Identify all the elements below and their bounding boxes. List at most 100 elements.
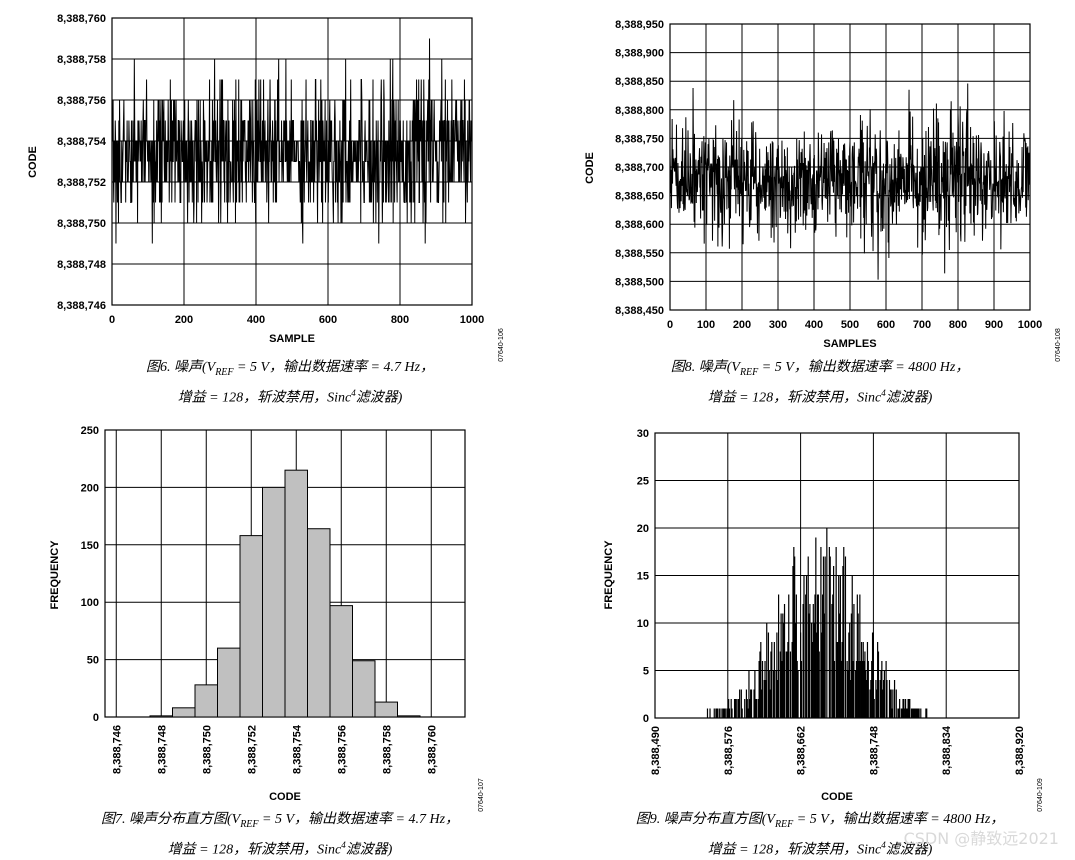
y-tick-label: 8,388,850 <box>615 76 664 88</box>
x-tick-label: 8,388,752 <box>246 725 258 774</box>
y-tick-label: 8,388,450 <box>615 305 664 317</box>
y-tick-label: 0 <box>643 713 649 725</box>
x-tick-label: 8,388,754 <box>291 724 303 774</box>
x-tick-label: 900 <box>985 319 1003 331</box>
y-tick-label: 8,388,756 <box>57 95 106 107</box>
x-tick-label: 8,388,760 <box>426 725 438 774</box>
x-tick-label: 200 <box>733 319 751 331</box>
chart-fig8: 8,388,450 8,388,500 8,388,550 8,388,600 8,38… <box>584 19 1062 362</box>
y-tick-label: 8,388,700 <box>615 162 664 174</box>
y-tick-label: 8,388,746 <box>57 300 106 312</box>
y-tick-label: 8,388,752 <box>57 177 106 189</box>
x-tick-label: 800 <box>391 314 409 326</box>
caption-line1: 图8. 噪声(VREF = 5 V，输出数据速率 = 4800 Hz， <box>670 360 970 378</box>
y-tick-label: 8,388,550 <box>615 248 664 260</box>
y-tick-label: 8,388,650 <box>615 191 664 203</box>
x-tick-label: 700 <box>913 319 931 331</box>
histogram-bar <box>284 469 308 718</box>
caption-fig9: 图9. 噪声分布直方图(VREF = 5 V，输出数据速率 = 4800 Hz，… <box>560 810 1075 860</box>
y-tick-label: 8,388,750 <box>57 218 106 230</box>
x-tick-label: 8,388,746 <box>111 725 123 774</box>
caption-line2: 增益 = 128，斩波禁用，Sinc4滤波器) <box>707 387 933 406</box>
histogram-bar <box>239 535 263 718</box>
x-tick-label: 100 <box>697 319 715 331</box>
y-tick-label: 100 <box>81 597 99 609</box>
x-tick-label: 200 <box>175 314 193 326</box>
figure-id: 07640-106 <box>498 328 505 362</box>
y-tick-label: 8,388,600 <box>615 219 664 231</box>
x-axis-label: SAMPLES <box>823 338 876 350</box>
y-tick-label: 8,388,758 <box>57 54 106 66</box>
caption-line1: 图9. 噪声分布直方图(VREF = 5 V，输出数据速率 = 4800 Hz， <box>635 812 1005 830</box>
histogram-bar <box>172 707 196 718</box>
y-tick-label: 20 <box>637 523 649 535</box>
noise-series-line <box>111 38 473 244</box>
x-tick-label: 300 <box>769 319 787 331</box>
y-tick-label: 50 <box>87 655 99 667</box>
caption-line1: 图6. 噪声(VREF = 5 V，输出数据速率 = 4.7 Hz， <box>145 360 435 378</box>
x-tick-label: 8,388,920 <box>1014 726 1026 775</box>
y-tick-label: 5 <box>643 666 649 678</box>
histogram-bar <box>352 660 376 718</box>
y-tick-label: 25 <box>637 476 649 488</box>
y-tick-label: 8,388,900 <box>615 48 664 60</box>
y-tick-label: 8,388,760 <box>57 13 106 25</box>
figure-id: 07640-109 <box>1037 778 1044 812</box>
x-tick-label: 500 <box>841 319 859 331</box>
y-axis-label: FREQUENCY <box>603 540 615 610</box>
x-tick-label: 0 <box>667 319 673 331</box>
histogram-bar <box>194 684 218 718</box>
y-axis-label: FREQUENCY <box>49 540 61 610</box>
caption-line2: 增益 = 128，斩波禁用，Sinc4滤波器) <box>167 839 393 858</box>
x-tick-label: 600 <box>877 319 895 331</box>
figure-id: 07640-107 <box>478 778 485 812</box>
x-tick-label: 8,388,662 <box>796 726 808 775</box>
caption-line2: 增益 = 128，斩波禁用，Sinc4滤波器) <box>707 839 933 858</box>
caption-line1: 图7. 噪声分布直方图(VREF = 5 V，输出数据速率 = 4.7 Hz， <box>100 812 460 830</box>
y-tick-label: 250 <box>81 425 99 437</box>
y-tick-label: 8,388,750 <box>615 133 664 145</box>
histogram-bar <box>307 528 331 718</box>
x-tick-label: 8,388,834 <box>941 725 953 775</box>
x-tick-label: 8,388,576 <box>723 726 735 775</box>
caption-fig7: 图7. 噪声分布直方图(VREF = 5 V，输出数据速率 = 4.7 Hz， … <box>20 810 540 860</box>
chart-fig6: 8,388,746 8,388,748 8,388,750 8,388,752 8,38… <box>27 13 505 362</box>
histogram-bar <box>374 701 398 718</box>
histogram-bar <box>262 486 286 718</box>
noise-series-line <box>669 83 1031 280</box>
x-tick-label: 1000 <box>1018 319 1042 331</box>
x-tick-label: 8,388,750 <box>201 725 213 774</box>
x-tick-label: 600 <box>319 314 337 326</box>
figure-id: 07640-108 <box>1055 328 1062 362</box>
x-tick-label: 8,388,748 <box>868 726 880 775</box>
histogram-bar <box>329 605 353 718</box>
y-tick-label: 15 <box>637 571 649 583</box>
y-tick-label: 8,388,950 <box>615 19 664 31</box>
chart-fig7: 0 50 100 150 200 250 8,388,746 8,388,748 8,388,7… <box>49 425 485 812</box>
x-tick-label: 800 <box>949 319 967 331</box>
histogram-bar <box>397 715 421 718</box>
x-tick-label: 8,388,758 <box>381 725 393 774</box>
chart-fig9: 0 5 10 15 20 25 30 8,388,490 8,388,576 8,388,662 8… <box>603 428 1044 812</box>
x-tick-label: 8,388,490 <box>650 726 662 775</box>
caption-line2: 增益 = 128，斩波禁用，Sinc4滤波器) <box>177 387 403 406</box>
x-tick-label: 8,388,756 <box>336 725 348 774</box>
x-tick-label: 8,388,748 <box>156 725 168 774</box>
caption-fig8: 图8. 噪声(VREF = 5 V，输出数据速率 = 4800 Hz， 增益 =… <box>570 358 1070 408</box>
y-tick-label: 8,388,748 <box>57 259 106 271</box>
x-axis-label: CODE <box>821 791 853 803</box>
y-tick-label: 150 <box>81 540 99 552</box>
plot-frame <box>111 17 473 306</box>
watermark: CSDN @静致远2021 <box>903 829 1059 848</box>
y-tick-label: 8,388,800 <box>615 105 664 117</box>
y-axis-label: CODE <box>27 146 39 178</box>
x-tick-label: 0 <box>109 314 115 326</box>
y-tick-label: 10 <box>637 618 649 630</box>
y-tick-label: 30 <box>637 428 649 440</box>
x-tick-label: 400 <box>247 314 265 326</box>
x-axis-label: SAMPLE <box>269 333 315 345</box>
y-tick-label: 8,388,754 <box>57 136 107 148</box>
y-tick-label: 8,388,500 <box>615 276 664 288</box>
histogram-bar <box>149 715 173 718</box>
